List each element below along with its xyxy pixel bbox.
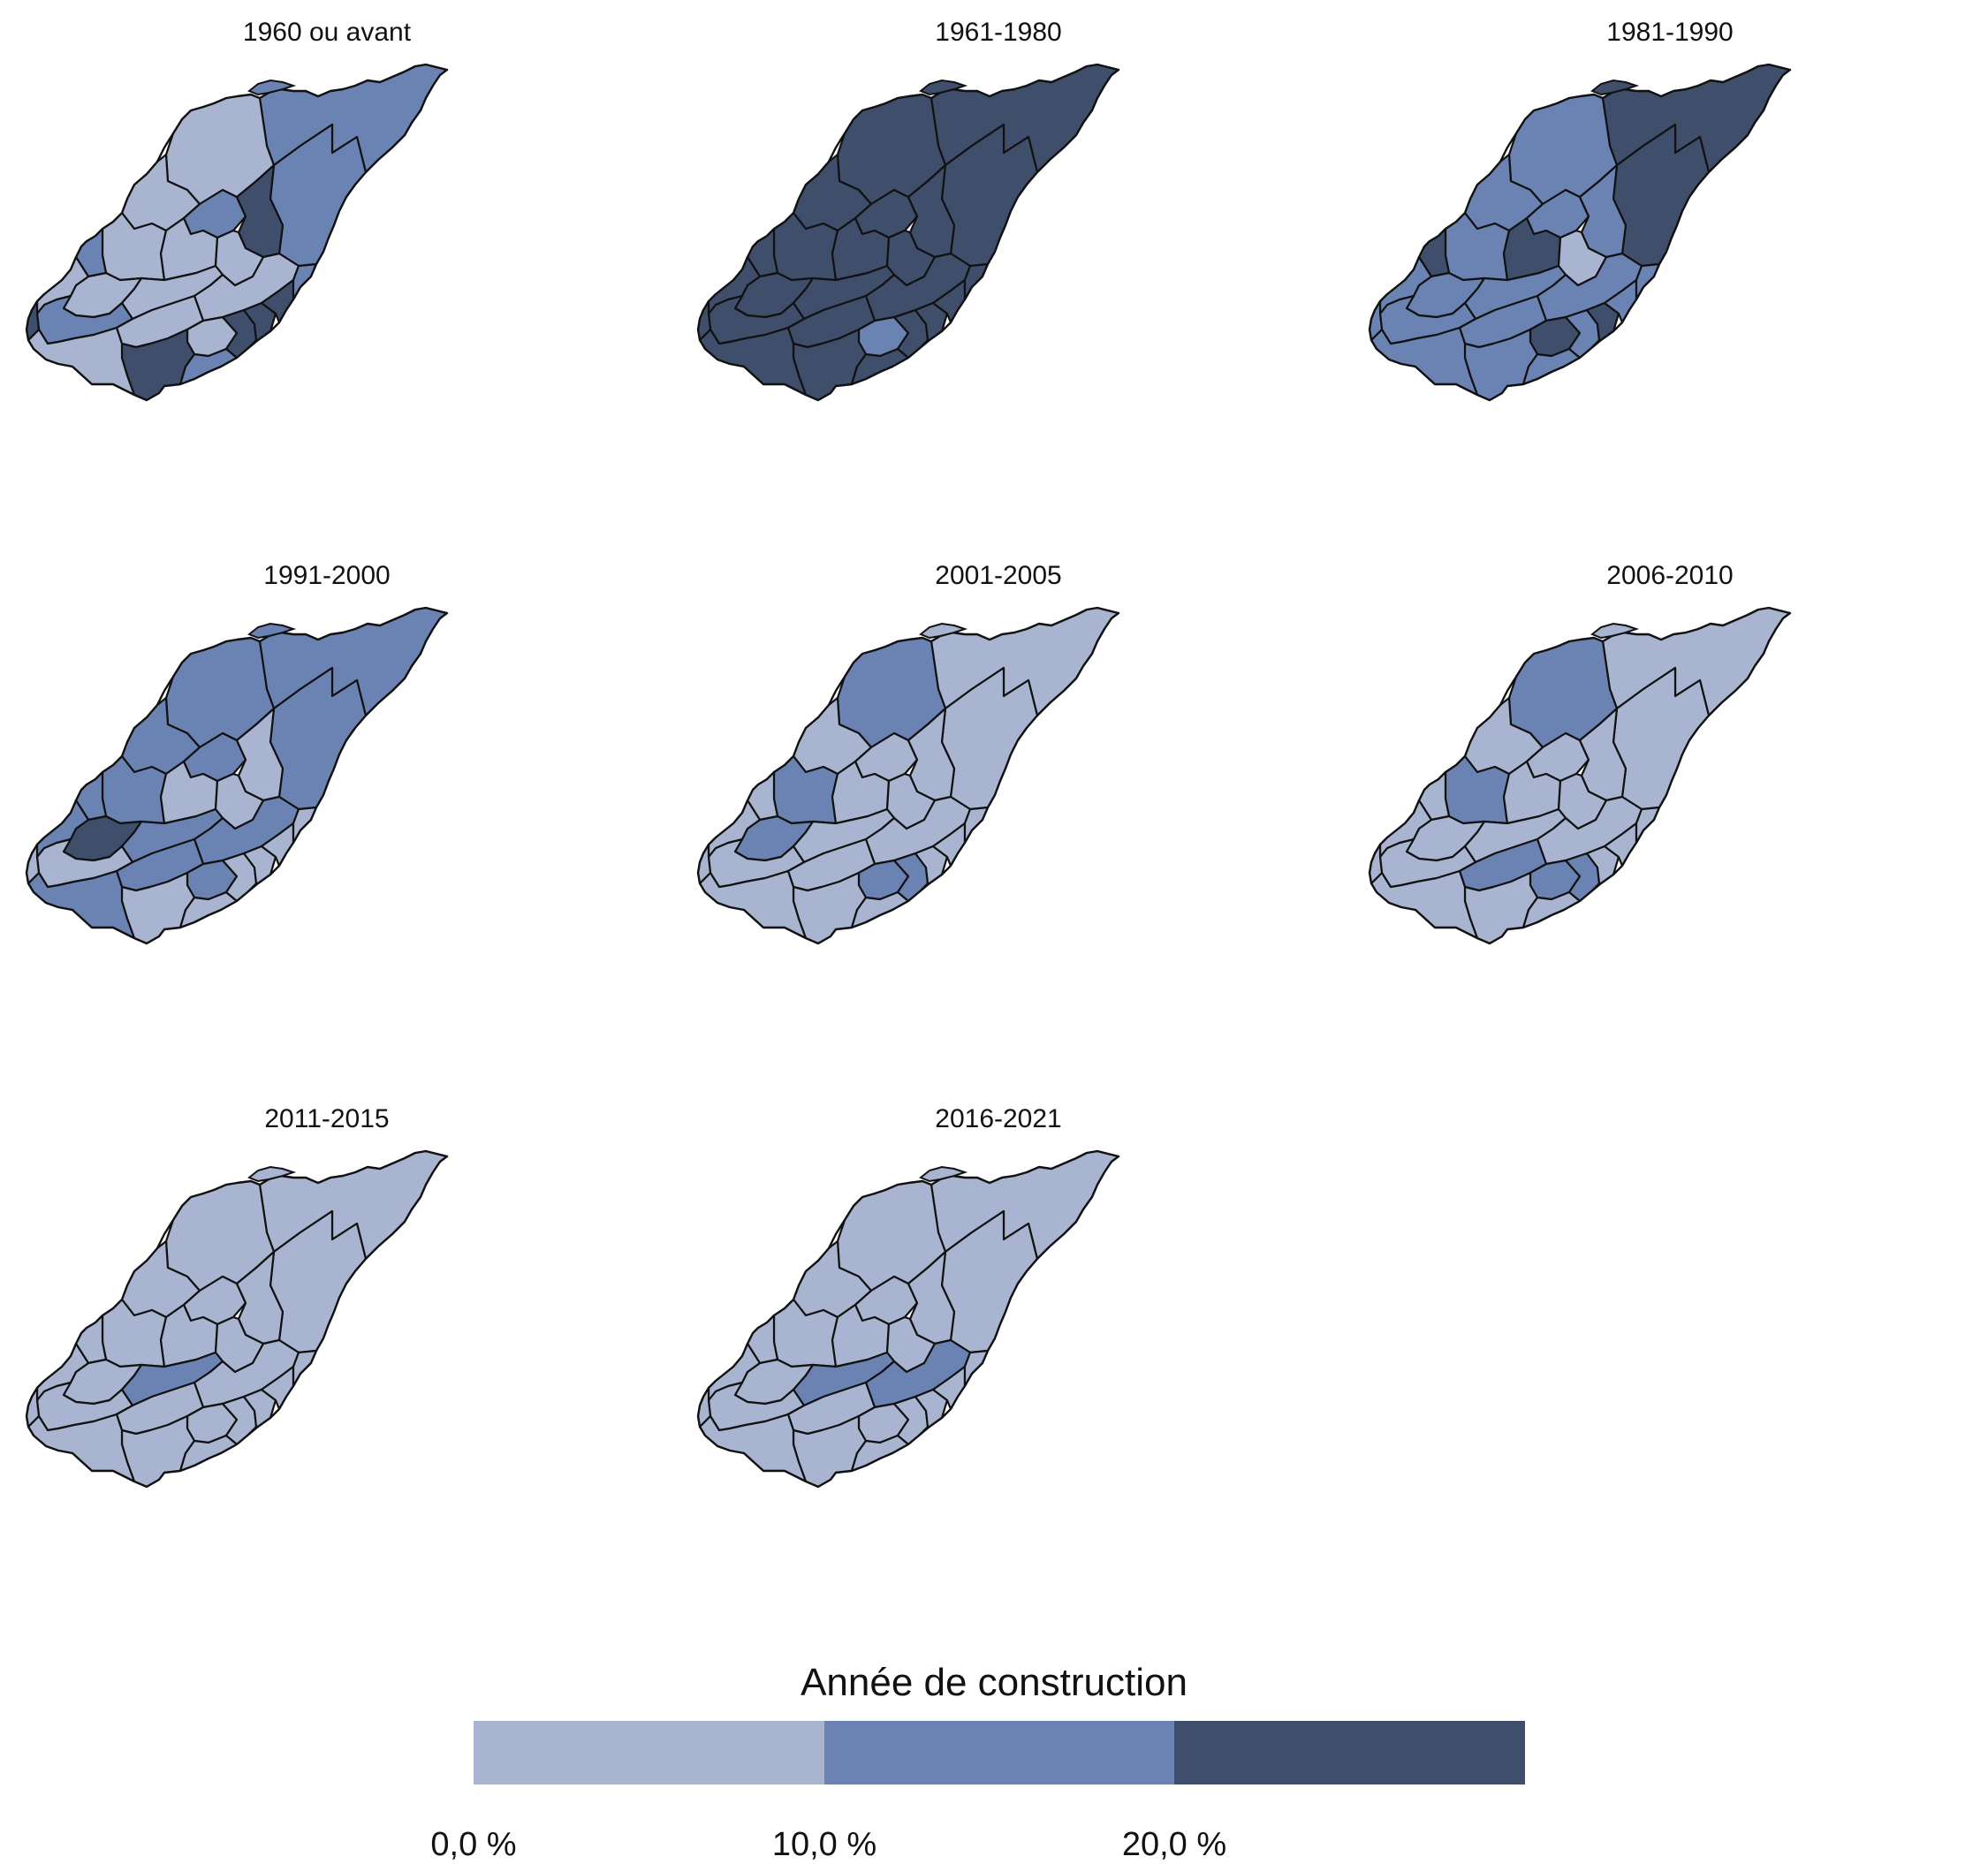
map-title: 1991-2000 [263,561,391,590]
legend: Année de construction 0,0 % 10,0 % 20,0 … [430,1652,1546,1863]
island-outline [25,1149,449,1489]
legend-tick-0: 0,0 % [430,1826,517,1863]
choropleth-map [1368,606,1792,945]
choropleth-map [25,63,449,402]
choropleth-map [696,606,1120,945]
choropleth-map [25,606,449,945]
choropleth-map [696,1149,1120,1489]
legend-swatch-mid [823,1721,1175,1784]
island-outline [696,63,1120,402]
legend-color-bar [474,1721,1526,1784]
island-outline [25,606,449,945]
district-region-24 [27,869,136,940]
map-title: 1960 ou avant [242,18,412,47]
legend-title: Année de construction [801,1661,1187,1704]
map-panel-2016-2021: 2016-2021 [672,1087,1325,1581]
island-outline [696,1149,1120,1489]
small-island [247,1165,297,1183]
map-title: 2001-2005 [935,561,1062,590]
map-panel-2001-2005: 2001-2005 [672,543,1325,1038]
choropleth-map [1368,63,1792,402]
map-panel-1960-ou-avant: 1960 ou avant [0,0,654,495]
small-island [247,79,297,96]
map-panel-1961-1980: 1961-1980 [672,0,1325,495]
small-island [247,622,297,640]
district-region-24 [698,326,808,397]
map-title: 2006-2010 [1606,561,1734,590]
map-title: 1981-1990 [1606,18,1734,47]
district-region-24 [1370,869,1479,940]
legend-tick-20: 20,0 % [1121,1826,1227,1863]
map-title: 2016-2021 [935,1104,1062,1133]
small-island [1590,79,1640,96]
choropleth-map [696,63,1120,402]
map-panel-1981-1990: 1981-1990 [1343,0,1988,495]
map-panel-1991-2000: 1991-2000 [0,543,654,1038]
district-region-24 [27,1413,136,1483]
small-island [919,1165,968,1183]
district-region-24 [698,869,808,940]
district-region-24 [1370,326,1479,397]
district-region-24 [27,326,136,397]
island-outline [696,606,1120,945]
legend-tick-10: 10,0 % [771,1826,877,1863]
choropleth-map [25,1149,449,1489]
map-title: 2011-2015 [264,1104,390,1133]
map-panel-2011-2015: 2011-2015 [0,1087,654,1581]
district-region-24 [698,1413,808,1483]
small-island [919,79,968,96]
legend-swatch-high [1174,1721,1526,1784]
island-outline [1368,63,1792,402]
small-island [1590,622,1640,640]
map-panel-2006-2010: 2006-2010 [1343,543,1988,1038]
island-outline [25,63,449,402]
small-island [919,622,968,640]
legend-swatch-low [474,1721,824,1784]
island-outline [1368,606,1792,945]
map-title: 1961-1980 [935,18,1062,47]
